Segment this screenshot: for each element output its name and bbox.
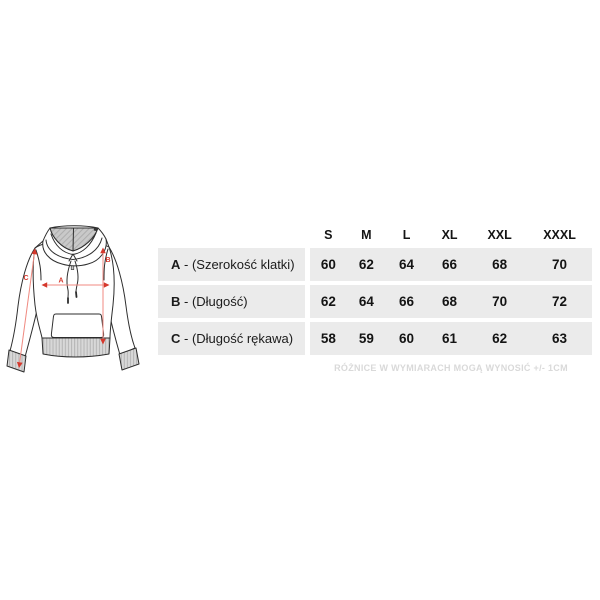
hood-top-edge [49, 225, 99, 229]
row-values-chest-width: 60 62 64 66 68 70 [310, 248, 592, 281]
row-label-sleeve-length: C - (Długość rękawa) [158, 322, 305, 355]
drawstring-right-aglet [75, 291, 78, 298]
value-cell: 70 [552, 257, 568, 272]
row-letter: B [171, 294, 181, 309]
size-header-xl: XL [441, 228, 458, 242]
hood-tag [93, 227, 98, 232]
pocket [50, 313, 105, 338]
measure-a-label: A [58, 278, 63, 285]
row-values-length: 62 64 66 68 70 72 [310, 285, 592, 318]
measure-c-arrowhead-top [31, 248, 38, 255]
tolerance-note: RÓŻNICE W WYMIARACH MOGĄ WYNOSIĆ +/- 1CM [334, 363, 568, 373]
size-header-xxl: XXL [487, 228, 512, 242]
measure-a-arrowhead-left [41, 282, 48, 288]
waistband [41, 337, 111, 358]
value-cell: 63 [552, 331, 568, 346]
hood-center-seam [72, 227, 74, 252]
collar-fold-1 [45, 237, 103, 260]
row-letter: A [171, 257, 181, 272]
header-spacer [158, 224, 305, 246]
value-cell: 66 [399, 294, 415, 309]
row-values-sleeve-length: 58 59 60 61 62 63 [310, 322, 592, 355]
hoodie-diagram: A B C [6, 225, 140, 373]
value-cell: 68 [442, 294, 458, 309]
value-cell: 68 [492, 257, 508, 272]
drawstring-knot [70, 265, 75, 270]
size-header-s: S [324, 228, 333, 242]
row-letter: C [171, 331, 181, 346]
row-label-chest-width: A - (Szerokość klatki) [158, 248, 305, 281]
size-header-m: M [361, 228, 372, 242]
value-cell: 61 [442, 331, 458, 346]
measure-c-line [19, 253, 35, 363]
measure-c-label: C [23, 275, 28, 282]
measure-b-label: B [105, 257, 110, 264]
value-cell: 58 [320, 331, 336, 346]
right-armhole-seam [103, 248, 109, 281]
measurement-arrows: A B C [16, 247, 111, 368]
right-shoulder-seam [105, 238, 110, 248]
measure-a-arrowhead-right [103, 282, 110, 288]
row-label-text: - (Długość rękawa) [180, 331, 294, 346]
right-cuff [118, 347, 140, 371]
row-label-length: B - (Długość) [158, 285, 305, 318]
drawstring-left [66, 260, 72, 299]
value-cell: 60 [399, 331, 415, 346]
row-label-text: - (Szerokość klatki) [180, 257, 295, 272]
measure-c-arrowhead-bottom [16, 361, 23, 368]
value-cell: 70 [492, 294, 508, 309]
value-cell: 59 [358, 331, 374, 346]
value-cell: 64 [399, 257, 415, 272]
value-cell: 62 [358, 257, 374, 272]
row-label-text: - (Długość) [180, 294, 248, 309]
size-header-l: L [402, 228, 411, 242]
value-cell: 64 [358, 294, 374, 309]
value-cell: 62 [492, 331, 508, 346]
table-row-sleeve-length: C - (Długość rękawa) 58 59 60 61 62 63 [158, 322, 592, 355]
size-header-cells: S M L XL XXL XXXL [310, 224, 592, 246]
value-cell: 62 [320, 294, 336, 309]
value-cell: 60 [320, 257, 336, 272]
table-row-length: B - (Długość) 62 64 66 68 70 72 [158, 285, 592, 318]
size-chart-table: S M L XL XXL XXXL A - (Szerokość klatki)… [158, 224, 592, 373]
collar [42, 227, 107, 267]
size-header-row: S M L XL XXL XXXL [158, 224, 592, 246]
value-cell: 66 [442, 257, 458, 272]
drawstring-notch [68, 253, 78, 262]
left-armhole-seam [35, 249, 42, 281]
size-header-xxxl: XXXL [543, 228, 576, 242]
measure-b-arrowhead-bottom [100, 338, 106, 345]
value-cell: 72 [552, 294, 568, 309]
table-row-chest-width: A - (Szerokość klatki) 60 62 64 66 68 70 [158, 248, 592, 281]
measure-b-arrowhead-top [100, 247, 106, 254]
left-shoulder-seam [34, 240, 44, 249]
